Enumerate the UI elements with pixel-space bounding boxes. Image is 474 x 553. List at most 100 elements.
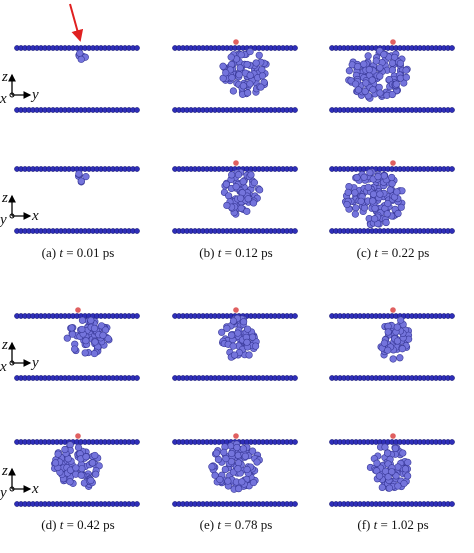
cluster-atom [77,55,85,63]
axis-label: x [0,91,7,107]
cluster-atom [223,201,231,210]
atom [449,45,455,51]
cluster-atom [392,472,400,480]
atom [134,313,140,319]
cluster-atom [258,72,267,80]
cluster-atom [371,215,379,223]
atom [134,166,140,172]
cluster-atom [230,351,239,359]
caption-value: = 0.22 ps [381,245,429,260]
cluster [345,47,411,102]
cluster-atom [218,328,226,336]
caption: (e) t = 0.78 ps [200,517,273,532]
cluster-atom [246,80,254,88]
cluster-atom [257,83,265,91]
cluster-atom [87,316,95,324]
atom [292,313,298,319]
ion [75,307,81,313]
cluster-atom [396,354,404,362]
cluster-atom [221,465,229,474]
atom [134,107,140,113]
cluster-atom [382,218,390,227]
cluster-atom [223,324,231,333]
axis-label: x [31,481,39,497]
axis-label: y [0,485,7,501]
caption-label: (a) [42,245,56,260]
caption-value: = 0.12 ps [225,245,273,260]
cluster-atom [241,452,250,460]
cluster-atom [354,62,362,71]
cluster-atom [360,60,368,68]
cluster-atom [77,471,85,479]
axis-label: x [0,359,7,375]
cluster-atom [244,195,252,203]
cluster-atom [343,200,351,209]
cluster-atom [90,349,99,358]
cluster-atom [227,331,236,339]
cluster-atom [72,464,80,472]
cluster-atom [354,86,363,94]
cluster-atom [227,53,235,61]
cluster-atom [239,82,248,90]
atom-layer [14,228,140,234]
caption-value: = 1.02 ps [380,517,428,532]
cluster-atom [384,449,392,457]
cluster-atom [366,169,374,177]
caption-var: t [217,517,221,532]
ion [233,39,239,45]
atom [449,228,455,234]
cluster-atom [404,472,412,480]
cluster-atom [258,66,266,74]
cluster-atom [384,199,392,208]
cluster-atom [249,199,258,207]
cluster-atom [234,171,243,179]
cluster-atom [388,90,396,99]
cluster-atom [375,472,384,480]
atom [449,313,455,319]
cluster-atom [253,458,261,466]
axis-label: x [31,208,39,224]
cluster-atom [243,465,251,474]
caption-value: = 0.42 ps [67,517,115,532]
cluster-atom [237,204,245,212]
cluster-atom [362,79,370,87]
cluster-atom [74,443,83,452]
cluster-atom [68,330,77,338]
cluster-atom [252,342,260,350]
cluster-atom [78,316,87,324]
cluster-atom [240,318,248,326]
atom-layer [329,228,455,234]
cluster-atom [91,451,99,460]
cluster-atom [91,338,99,346]
cluster-atom [75,170,83,178]
cluster-atom [244,89,252,97]
cluster-atom [376,64,384,72]
cluster [51,441,103,490]
cluster-atom [216,475,224,484]
cluster-atom [384,328,392,336]
atom-layer [172,45,298,51]
cluster-atom [233,443,241,452]
axis-label: z [1,463,8,479]
cluster-atom [54,450,62,458]
atom-layer [14,501,140,507]
ion [390,160,396,166]
cluster-atom [90,324,99,332]
cluster-atom [227,442,235,450]
cluster-atom [380,50,388,59]
caption: (a) t = 0.01 ps [42,245,115,260]
caption-label: (b) [199,245,214,260]
caption: (c) t = 0.22 ps [357,245,430,260]
cluster-atom [393,323,401,331]
cluster-atom [234,329,242,337]
axis-label: z [1,337,8,353]
cluster-atom [239,178,247,186]
cluster-atom [352,204,360,212]
atom-layer [14,313,140,319]
cluster-atom [237,51,245,59]
cluster-atom [402,73,410,81]
atom [449,375,455,381]
caption-var: t [60,517,64,532]
cluster-atom [371,204,379,213]
cluster-atom [364,52,372,60]
